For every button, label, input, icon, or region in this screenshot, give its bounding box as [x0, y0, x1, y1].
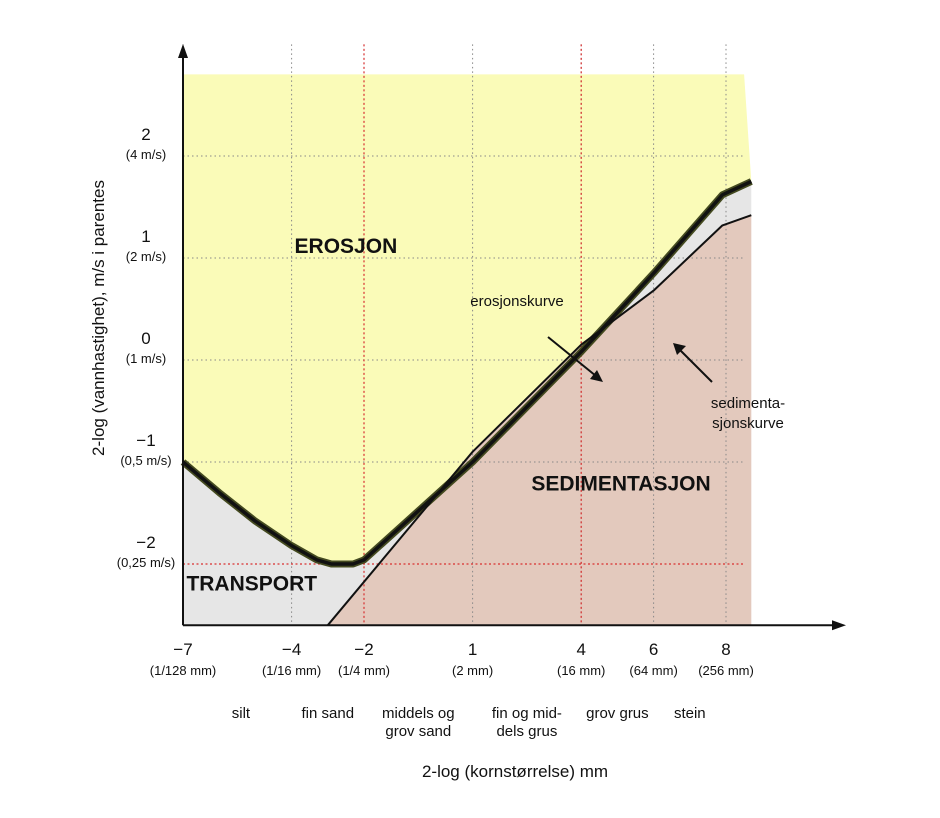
grid-layer: [182, 44, 745, 626]
x-axis-arrow: [832, 620, 846, 631]
y-tick-label: 2: [141, 125, 150, 144]
sedimentation-curve-label: sedimenta-: [711, 395, 785, 412]
size-category-label: fin sand: [302, 705, 355, 722]
erosion-curve: [181, 179, 753, 566]
x-tick-label: −7: [173, 640, 192, 659]
y-tick-sublabel: (0,5 m/s): [120, 453, 171, 468]
size-category-label: grov grus: [586, 705, 649, 722]
erosion-curve-label: erosjonskurve: [470, 293, 563, 310]
size-category-label: fin og mid-: [492, 705, 562, 722]
x-axis-title: 2-log (kornstørrelse) mm: [422, 762, 608, 781]
x-tick-label: 6: [649, 640, 658, 659]
y-tick-sublabel: (1 m/s): [126, 351, 166, 366]
y-tick-label: 0: [141, 329, 150, 348]
regions-layer: [183, 74, 752, 626]
erosion-arrow-line: [547, 336, 597, 377]
x-tick-sublabel: (256 mm): [698, 663, 754, 678]
size-category-label: dels grus: [496, 723, 557, 740]
sedimentation-arrow-head: [673, 343, 686, 355]
y-axis-arrow: [178, 44, 188, 58]
sedimentation-curve: [327, 214, 752, 626]
x-tick-sublabel: (1/4 mm): [338, 663, 390, 678]
curves-layer: [180, 178, 753, 626]
x-tick-label: 1: [468, 640, 477, 659]
labels-layer: −7 (1/128 mm) −4 (1/16 mm) −2 (1/4 mm) 1 (2 mm)…: [117, 125, 785, 740]
x-tick-sublabel: (1/16 mm): [262, 663, 321, 678]
sedimentation-arrow-line: [679, 349, 713, 383]
x-tick-sublabel: (1/128 mm): [150, 663, 216, 678]
y-tick-label: −2: [136, 533, 155, 552]
y-axis-title: 2-log (vannhastighet), m/s i parentes: [89, 180, 108, 456]
region-label-erosjon: EROSJON: [295, 235, 398, 258]
size-category-label: grov sand: [385, 723, 451, 740]
sedimentation-curve-label: sjonskurve: [712, 415, 784, 432]
y-tick-sublabel: (4 m/s): [126, 147, 166, 162]
region-label-sedimentasjon: SEDIMENTASJON: [531, 473, 710, 496]
region-erosjon: [183, 74, 752, 565]
x-tick-sublabel: (16 mm): [557, 663, 605, 678]
axes-layer: [178, 44, 846, 631]
x-tick-label: −2: [354, 640, 373, 659]
y-tick-sublabel: (0,25 m/s): [117, 555, 176, 570]
region-label-transport: TRANSPORT: [186, 573, 317, 596]
y-tick-label: −1: [136, 431, 155, 450]
erosion-arrow-head: [590, 370, 603, 382]
y-tick-sublabel: (2 m/s): [126, 249, 166, 264]
size-category-label: stein: [674, 705, 706, 722]
size-category-label: silt: [232, 705, 251, 722]
x-tick-sublabel: (2 mm): [452, 663, 493, 678]
x-tick-label: 8: [721, 640, 730, 659]
region-sedimentasjon: [327, 215, 752, 626]
y-tick-label: 1: [141, 227, 150, 246]
x-tick-label: 4: [576, 640, 585, 659]
x-tick-sublabel: (64 mm): [629, 663, 677, 678]
x-tick-label: −4: [282, 640, 301, 659]
region-transport: [183, 181, 752, 626]
size-category-label: middels og: [382, 705, 455, 722]
